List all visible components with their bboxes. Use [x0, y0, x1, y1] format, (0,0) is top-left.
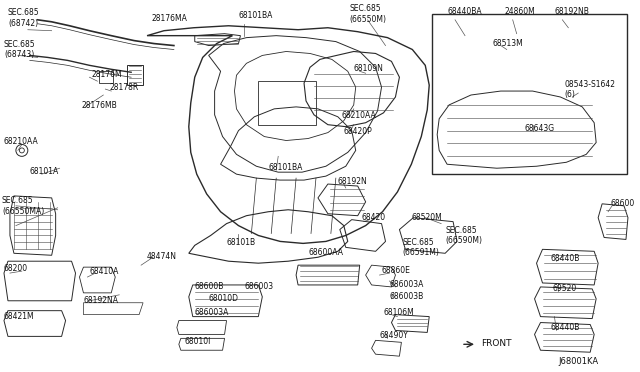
Text: 24860M: 24860M	[505, 7, 536, 16]
Text: FRONT: FRONT	[481, 339, 511, 348]
Text: SEC.685
(66591M): SEC.685 (66591M)	[403, 238, 439, 257]
Text: 68420: 68420	[362, 213, 386, 222]
Text: 68440B: 68440B	[550, 254, 580, 263]
Text: 69520: 69520	[552, 284, 577, 293]
Text: SEC.685
(66550MA): SEC.685 (66550MA)	[2, 196, 44, 216]
Text: 68010I: 68010I	[185, 337, 211, 346]
Text: 68010D: 68010D	[209, 294, 239, 303]
Text: J68001KA: J68001KA	[558, 357, 598, 366]
Text: 68600: 68600	[610, 199, 634, 208]
Text: 68440B: 68440B	[550, 323, 580, 333]
Text: SEC.685
(66590M): SEC.685 (66590M)	[445, 226, 482, 246]
Text: 68643G: 68643G	[525, 124, 555, 132]
Text: 68101A: 68101A	[30, 167, 59, 176]
Text: 68600B: 68600B	[195, 282, 224, 291]
Text: 68101BA: 68101BA	[268, 163, 303, 172]
Text: 48474N: 48474N	[147, 252, 177, 261]
Text: 68101BA: 68101BA	[239, 11, 273, 20]
Text: 08543-S1642
(6): 08543-S1642 (6)	[564, 80, 616, 99]
Text: 68520M: 68520M	[412, 213, 442, 222]
Text: 68101B: 68101B	[227, 238, 255, 247]
Text: 68192NA: 68192NA	[83, 296, 118, 305]
Bar	[432, 14, 627, 174]
Text: 68421M: 68421M	[4, 312, 35, 321]
Text: 686003A: 686003A	[195, 308, 229, 317]
Text: 68192N: 68192N	[338, 177, 367, 186]
Text: 68860E: 68860E	[381, 266, 410, 275]
Text: 686003A: 686003A	[390, 280, 424, 289]
Text: SEC.685
(68743): SEC.685 (68743)	[4, 40, 36, 60]
Text: 68420P: 68420P	[344, 126, 372, 135]
Text: SEC.685
(66550M): SEC.685 (66550M)	[349, 4, 387, 24]
Text: 686003: 686003	[244, 282, 273, 291]
Text: 68210AA: 68210AA	[342, 111, 376, 120]
Text: 68200: 68200	[4, 264, 28, 273]
Text: 68109N: 68109N	[354, 64, 383, 73]
Text: 28176MB: 28176MB	[81, 101, 117, 110]
Text: 68513M: 68513M	[493, 39, 524, 48]
Text: 68210AA: 68210AA	[4, 137, 39, 147]
Text: 68600AA: 68600AA	[308, 248, 343, 257]
Text: 28176M: 28176M	[92, 70, 122, 79]
Bar	[259, 81, 316, 125]
Text: 68490Y: 68490Y	[380, 331, 408, 340]
Text: 686003B: 686003B	[390, 292, 424, 301]
Text: 28178R: 28178R	[109, 83, 138, 92]
Text: 68106M: 68106M	[383, 308, 414, 317]
Text: 68440BA: 68440BA	[447, 7, 482, 16]
Text: 28176MA: 28176MA	[151, 14, 187, 23]
Text: SEC.685
(68742): SEC.685 (68742)	[8, 8, 40, 28]
Text: 68192NB: 68192NB	[554, 7, 589, 16]
Text: 68410A: 68410A	[90, 267, 119, 276]
